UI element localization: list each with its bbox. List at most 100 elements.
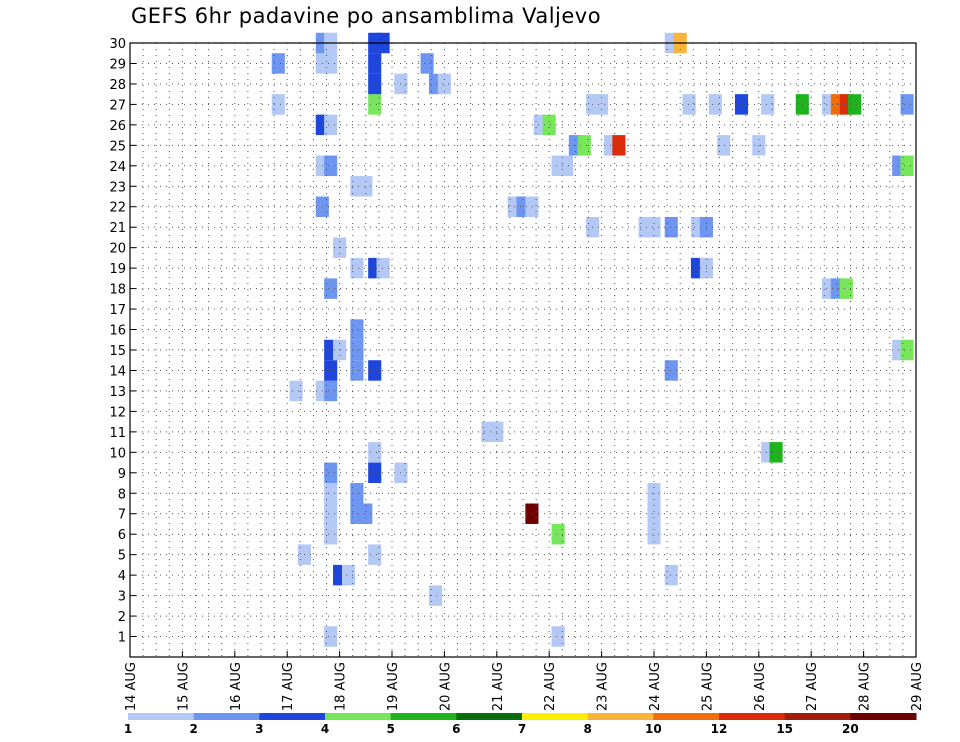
y-tick-label: 17 xyxy=(109,303,126,318)
heat-cell xyxy=(359,503,373,524)
y-tick-label: 11 xyxy=(109,426,126,441)
x-tick-label: 15 AUG xyxy=(176,662,191,711)
legend-label: 12 xyxy=(711,722,728,736)
x-tick-label: 18 AUG xyxy=(334,662,349,711)
legend-label: 15 xyxy=(776,722,793,736)
heat-cell xyxy=(839,278,853,299)
legend-label: 1 xyxy=(124,722,132,736)
x-tick-label: 14 AUG xyxy=(124,662,139,711)
heat-cell xyxy=(324,53,338,74)
heat-cell xyxy=(551,523,565,545)
y-tick-label: 10 xyxy=(109,446,126,461)
legend-label: 10 xyxy=(645,722,662,736)
heat-cell xyxy=(368,53,382,74)
heat-cell xyxy=(341,564,356,586)
y-tick-label: 5 xyxy=(118,549,126,564)
heat-cell xyxy=(900,94,914,115)
legend-label: 3 xyxy=(255,722,263,736)
legend-swatch xyxy=(325,713,392,720)
heat-cell xyxy=(734,94,749,115)
legend-label: 8 xyxy=(583,722,591,736)
heat-cell xyxy=(289,380,303,402)
heat-cell xyxy=(664,564,678,586)
legend-swatch xyxy=(719,713,786,720)
heat-cell xyxy=(542,114,556,136)
heat-cell xyxy=(900,339,914,361)
y-tick-label: 16 xyxy=(109,324,126,339)
heat-cell xyxy=(324,462,338,484)
legend-swatch xyxy=(259,713,326,720)
y-tick-label: 20 xyxy=(109,242,126,257)
heat-cell xyxy=(647,503,661,524)
y-tick-label: 19 xyxy=(109,262,126,277)
heat-cell xyxy=(350,257,364,279)
y-axis: 1234567891011121314151617181920212223242… xyxy=(109,37,136,646)
heat-cell xyxy=(376,257,390,279)
legend-swatch xyxy=(653,713,720,720)
y-tick-label: 18 xyxy=(109,283,126,298)
heat-cell xyxy=(717,135,731,156)
heat-cell xyxy=(324,278,338,299)
legend-label: 2 xyxy=(189,722,197,736)
y-tick-label: 15 xyxy=(109,344,126,359)
legend-label: 5 xyxy=(386,722,394,736)
x-tick-label: 19 AUG xyxy=(386,662,401,711)
heat-cell xyxy=(324,360,338,381)
heat-cell xyxy=(577,135,591,156)
heat-cell xyxy=(848,94,862,115)
color-legend: 1 2 3 4 5 6 7 8 10 12 15 20 xyxy=(124,713,917,736)
y-tick-label: 22 xyxy=(109,201,126,216)
x-tick-label: 26 AUG xyxy=(753,662,768,711)
y-tick-label: 26 xyxy=(109,119,126,134)
heat-cell xyxy=(682,94,696,115)
heat-cell xyxy=(525,503,539,524)
y-tick-label: 29 xyxy=(109,57,126,72)
heat-cell xyxy=(271,53,285,74)
heat-cell xyxy=(324,380,338,402)
x-tick-label: 29 AUG xyxy=(910,662,925,711)
heat-cell xyxy=(900,155,914,177)
heat-cell xyxy=(647,523,661,545)
heat-cell xyxy=(551,626,565,647)
x-tick-label: 27 AUG xyxy=(805,662,820,711)
legend-swatch xyxy=(522,713,589,720)
heat-cell xyxy=(595,94,609,115)
heat-cell xyxy=(324,503,338,524)
heat-cell xyxy=(368,544,382,565)
legend-swatch xyxy=(784,713,851,720)
legend-label: 4 xyxy=(321,722,329,736)
y-tick-label: 7 xyxy=(118,508,126,523)
legend-swatch xyxy=(193,713,260,720)
x-tick-label: 16 AUG xyxy=(229,662,244,711)
heat-cell xyxy=(647,216,661,238)
y-tick-label: 25 xyxy=(109,139,126,154)
heat-cell xyxy=(350,339,364,361)
legend-label: 7 xyxy=(518,722,526,736)
heat-cell xyxy=(350,483,364,504)
x-axis: 14 AUG 15 AUG 16 AUG 17 AUG 18 AUG 19 AUG 20 A… xyxy=(124,651,925,711)
heat-cell xyxy=(359,176,373,197)
heat-cell xyxy=(664,216,678,238)
heat-cell xyxy=(350,319,364,340)
heat-cell xyxy=(420,53,434,74)
y-tick-label: 21 xyxy=(109,221,126,236)
y-tick-label: 8 xyxy=(118,487,126,502)
x-tick-label: 20 AUG xyxy=(438,662,453,711)
heat-cell xyxy=(761,94,775,115)
heat-cell xyxy=(333,339,347,361)
heat-cell xyxy=(368,94,382,115)
legend-label: 20 xyxy=(842,722,859,736)
x-tick-label: 28 AUG xyxy=(858,662,873,711)
heat-cell xyxy=(368,360,382,381)
heat-cell xyxy=(324,626,338,647)
heat-cell xyxy=(324,155,338,177)
legend-swatch xyxy=(390,713,457,720)
grid-layer xyxy=(129,42,917,657)
legend-swatch xyxy=(587,713,654,720)
heat-cell xyxy=(708,94,722,115)
x-tick-label: 25 AUG xyxy=(700,662,715,711)
y-tick-label: 12 xyxy=(109,405,126,420)
y-tick-label: 28 xyxy=(109,78,126,93)
heat-cell xyxy=(612,135,626,156)
